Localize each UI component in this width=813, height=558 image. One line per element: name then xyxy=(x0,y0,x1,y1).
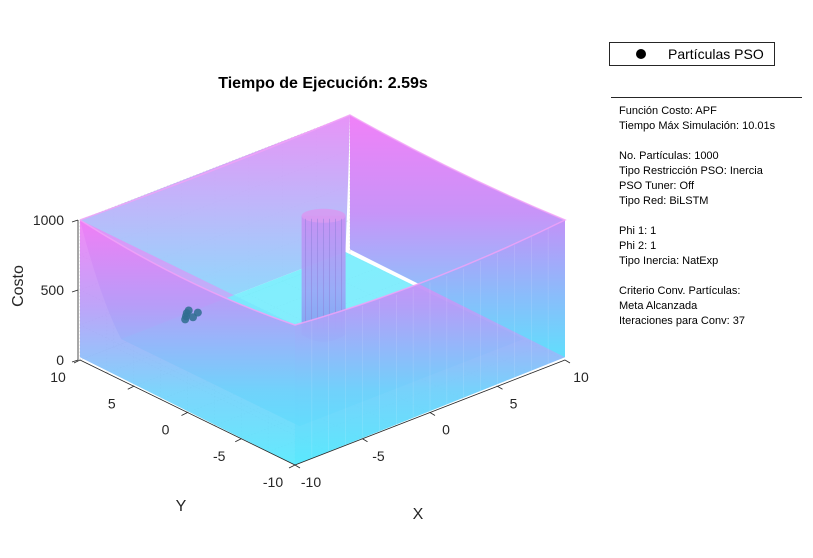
y-tick xyxy=(127,385,134,390)
z-axis-label: Costo xyxy=(10,265,27,307)
cost-surface xyxy=(79,114,567,465)
info-line: Función Costo: APF xyxy=(619,105,717,117)
info-line xyxy=(619,134,775,149)
y-tick xyxy=(73,359,81,364)
z-tick xyxy=(71,359,79,363)
y-tick-label: 10 xyxy=(50,369,66,385)
pso-particles xyxy=(181,306,202,324)
particle-point xyxy=(181,315,190,324)
info-line: Tipo Restricción PSO: Inercia xyxy=(619,165,763,177)
obstacle-column-top xyxy=(301,208,346,223)
info-line: Tipo Red: BiLSTM xyxy=(619,195,709,207)
legend-label: Partículas PSO xyxy=(668,46,764,62)
z-tick xyxy=(71,289,79,293)
x-tick-label: 5 xyxy=(510,395,518,411)
chart-title: Tiempo de Ejecución: 2.59s xyxy=(218,75,428,92)
x-tick xyxy=(362,438,368,443)
info-line xyxy=(619,209,775,224)
y-tick xyxy=(235,438,242,443)
y-tick-label: 5 xyxy=(108,395,116,411)
info-line: Meta Alcanzada xyxy=(619,300,698,312)
x-tick xyxy=(564,359,571,364)
info-divider xyxy=(611,97,802,98)
x-tick-label: 0 xyxy=(442,422,450,438)
info-line: Tiempo Máx Simulación: 10.01s xyxy=(619,120,776,132)
z-tick-label: 0 xyxy=(56,352,64,368)
z-tick-label: 1000 xyxy=(33,212,64,228)
legend-marker-icon xyxy=(636,49,646,59)
info-panel: Función Costo: APF Tiempo Máx Simulación… xyxy=(619,104,775,329)
info-line: Phi 1: 1 xyxy=(619,225,657,237)
info-line: Tipo Inercia: NatExp xyxy=(619,255,719,267)
x-tick xyxy=(294,464,301,469)
info-line: Iteraciones para Conv: 37 xyxy=(619,315,745,327)
legend: Partículas PSO xyxy=(609,42,775,66)
particle-point xyxy=(184,306,193,315)
side-wall-left xyxy=(80,220,295,465)
z-tick xyxy=(71,219,79,223)
particle-point xyxy=(188,313,197,322)
y-tick xyxy=(181,412,188,416)
front-wall-right xyxy=(350,115,565,358)
info-line: Criterio Conv. Partículas: xyxy=(619,285,741,297)
x-axis-label: X xyxy=(413,506,424,523)
y-axis-label: Y xyxy=(176,498,187,515)
x-tick-label: 10 xyxy=(573,369,589,385)
x-tick xyxy=(429,412,436,416)
info-line: PSO Tuner: Off xyxy=(619,180,694,192)
surface-rim xyxy=(79,114,567,326)
info-line: Phi 2: 1 xyxy=(619,240,657,252)
x-tick xyxy=(497,385,503,390)
x-tick-label: -5 xyxy=(372,448,385,464)
y-tick xyxy=(288,464,296,469)
info-line xyxy=(619,269,775,284)
z-tick-label: 500 xyxy=(41,282,65,298)
info-line: No. Partículas: 1000 xyxy=(619,150,719,162)
y-tick-label: -5 xyxy=(213,448,226,464)
y-tick-label: -10 xyxy=(263,474,283,490)
x-tick-label: -10 xyxy=(301,474,321,490)
y-tick-label: 0 xyxy=(162,422,170,438)
